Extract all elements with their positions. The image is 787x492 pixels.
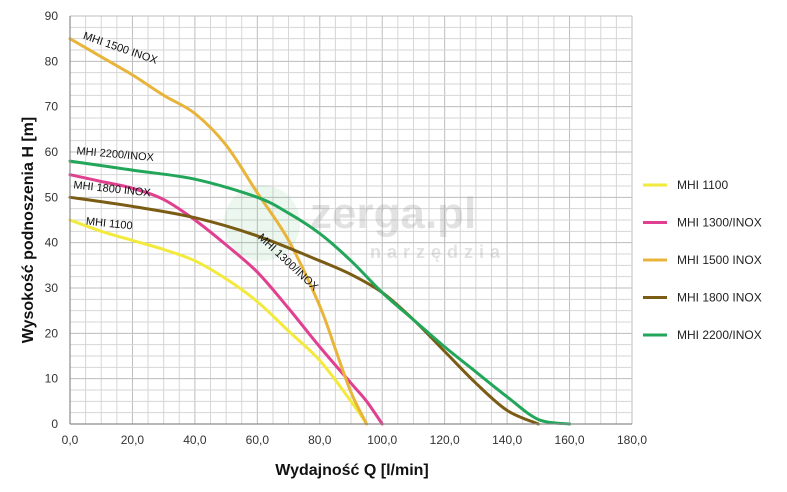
x-tick-label: 180,0 (617, 433, 647, 447)
x-tick-label: 60,0 (246, 433, 270, 447)
watermark-logo-circle (224, 185, 300, 261)
y-tick-label: 90 (45, 9, 59, 23)
curve-label-mhi-1100: MHI 1100 (85, 216, 133, 233)
chart-axes (69, 16, 632, 425)
y-tick-label: 20 (45, 326, 59, 340)
tick-labels: 0,0 20,0 40,0 60,0 80,0 100,0 120,0 140,0 160,0 1… (45, 9, 648, 447)
x-tick-label: 160,0 (555, 433, 585, 447)
series-line-mhi-2200-inox (68, 159, 572, 426)
legend-entry-mhi-1100: MHI 1100 (677, 178, 728, 192)
series-line-mhi-1500-inox (68, 37, 369, 426)
y-tick-label: 50 (45, 190, 59, 204)
x-tick-label: 40,0 (183, 433, 207, 447)
x-tick-label: 80,0 (308, 433, 332, 447)
legend-entry-mhi-1500-inox: MHI 1500 INOX (677, 253, 762, 267)
series-line-mhi-1300-inox (68, 173, 384, 426)
y-tick-label: 70 (45, 100, 59, 114)
watermark-sub-text: narzędzia (370, 242, 506, 262)
x-tick-label: 100,0 (367, 433, 397, 447)
y-tick-label: 0 (51, 417, 58, 431)
x-tick-label: 20,0 (121, 433, 145, 447)
x-tick-label: 0,0 (62, 433, 79, 447)
legend-entry-mhi-1300-inox: MHI 1300/INOX (677, 216, 762, 230)
y-tick-label: 80 (45, 54, 59, 68)
y-tick-label: 10 (45, 372, 59, 386)
x-tick-label: 120,0 (430, 433, 460, 447)
curve-label-mhi-2200-inox: MHI 2200/INOX (76, 145, 155, 164)
y-tick-label: 30 (45, 281, 59, 295)
x-axis-title: Wydajność Q [l/min] (275, 462, 429, 479)
x-tick-label: 140,0 (492, 433, 522, 447)
watermark-main-text: zerga.pl (310, 189, 476, 238)
legend-entry-mhi-1800-inox: MHI 1800 INOX (677, 291, 762, 305)
y-axis-title: Wysokość podnoszenia H [m] (20, 117, 37, 343)
chart-legend: MHI 1100 MHI 1300/INOX MHI 1500 INOX MHI 18… (643, 178, 762, 342)
watermark-logo: zerga.pl narzędzia (224, 185, 506, 262)
legend-entry-mhi-2200-inox: MHI 2200/INOX (677, 328, 762, 342)
series-line-mhi-1800-inox (68, 195, 540, 426)
series-line-mhi-1100 (68, 218, 369, 426)
y-tick-label: 40 (45, 236, 59, 250)
y-tick-label: 60 (45, 145, 59, 159)
chart-series (68, 37, 572, 426)
